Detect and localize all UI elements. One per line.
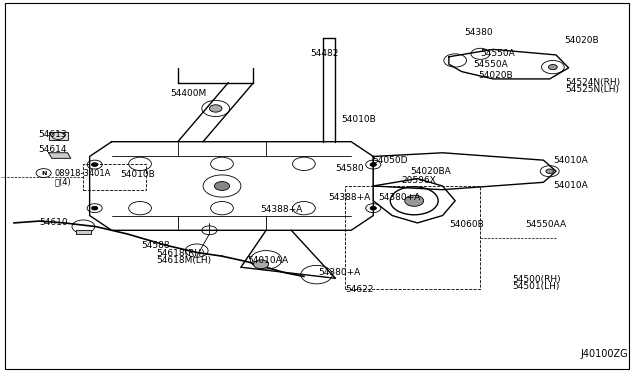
Text: 54010B: 54010B	[120, 170, 155, 179]
Bar	[49, 132, 68, 140]
Text: 54020B: 54020B	[478, 71, 513, 80]
Polygon shape	[449, 49, 568, 79]
Circle shape	[370, 206, 376, 210]
Circle shape	[253, 260, 269, 269]
Circle shape	[209, 105, 222, 112]
Text: 54501(LH): 54501(LH)	[512, 282, 559, 291]
Text: 54380+A: 54380+A	[318, 268, 360, 277]
Circle shape	[546, 169, 554, 173]
Text: 54388+A: 54388+A	[260, 205, 302, 215]
Text: 54380+A: 54380+A	[378, 193, 420, 202]
Text: 54614: 54614	[38, 145, 67, 154]
Text: 54610: 54610	[39, 218, 68, 227]
Text: 54580: 54580	[335, 164, 364, 173]
Circle shape	[92, 206, 98, 210]
Text: ⓓ(4): ⓓ(4)	[55, 177, 72, 186]
Text: 54482: 54482	[310, 49, 339, 58]
Text: 54010A: 54010A	[554, 155, 588, 165]
Text: 54388+A: 54388+A	[328, 193, 370, 202]
Text: N: N	[41, 171, 46, 176]
Text: 54613: 54613	[38, 130, 67, 139]
Polygon shape	[49, 153, 70, 158]
Text: 54050D: 54050D	[372, 156, 408, 166]
Text: 54010AA: 54010AA	[247, 256, 288, 265]
Text: 54020B: 54020B	[564, 36, 599, 45]
Text: 54060B: 54060B	[449, 220, 484, 229]
Text: 54550A: 54550A	[481, 49, 515, 58]
Polygon shape	[373, 179, 455, 223]
Circle shape	[92, 163, 98, 166]
Text: 54618M(LH): 54618M(LH)	[156, 256, 211, 265]
Text: 54400M: 54400M	[170, 89, 207, 98]
Text: 54524N(RH): 54524N(RH)	[566, 78, 621, 87]
Text: 08918-3401A: 08918-3401A	[55, 169, 111, 177]
Text: 54010B: 54010B	[342, 115, 376, 124]
Circle shape	[370, 163, 376, 166]
Circle shape	[548, 64, 557, 70]
Text: 54618(RH): 54618(RH)	[156, 249, 204, 258]
Text: 20596X: 20596X	[401, 176, 436, 185]
Text: 54525N(LH): 54525N(LH)	[566, 85, 620, 94]
Polygon shape	[373, 153, 556, 190]
Text: 54588: 54588	[141, 241, 170, 250]
Text: 54550A: 54550A	[473, 60, 508, 70]
Circle shape	[214, 182, 230, 190]
Bar	[76, 230, 91, 234]
Text: 54020BA: 54020BA	[410, 167, 451, 176]
Text: 54550AA: 54550AA	[526, 220, 567, 229]
Text: 54380: 54380	[465, 28, 493, 37]
Text: 54500(RH): 54500(RH)	[512, 275, 561, 283]
Text: 54622: 54622	[346, 285, 374, 294]
Circle shape	[404, 195, 424, 206]
Text: J40100ZG: J40100ZG	[580, 349, 628, 359]
Text: 54010A: 54010A	[554, 182, 588, 190]
